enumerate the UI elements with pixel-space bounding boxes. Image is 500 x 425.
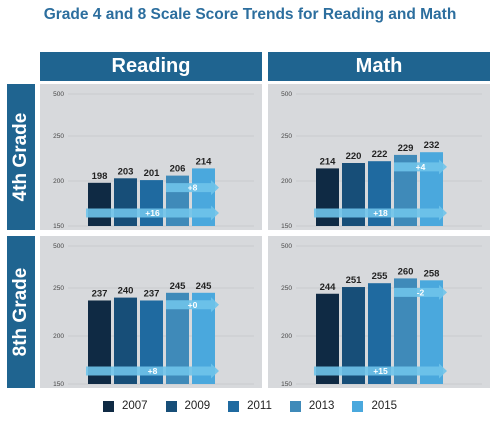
bar-8th-grade-math-2011 [368,283,391,384]
y-tick-label-4th-grade-math: 200 [281,178,292,185]
change-arrow-long-4th-grade-reading [86,205,219,221]
change-arrow-long-4th-grade-math [314,205,447,221]
change-arrow-long-4th-grade-math-label: +18 [373,208,388,218]
bar-4th-grade-reading-2011 [140,180,163,226]
y-tick-label-4th-grade-reading: 500 [53,91,64,98]
data-label-8th-grade-reading-2015: 245 [196,281,213,292]
bar-4th-grade-math-2013 [394,154,417,226]
bar-8th-grade-math-2007 [316,293,339,384]
bar-8th-grade-math-2015 [420,280,443,384]
data-label-4th-grade-math-2007: 214 [320,156,337,167]
data-label-8th-grade-math-2015: 258 [424,268,440,279]
change-arrow-long-8th-grade-math [314,363,447,379]
legend-item-2009: 2009 [165,400,211,412]
data-label-4th-grade-reading-2011: 201 [144,168,161,179]
bar-4th-grade-reading-2007 [88,182,111,226]
data-label-8th-grade-math-2009: 251 [346,275,363,286]
legend-item-2013: 2013 [289,400,335,412]
legend-label-2007: 2007 [121,400,148,412]
legend-swatch-2009 [165,400,177,412]
y-tick-label-8th-grade-reading: 250 [53,285,64,292]
y-tick-label-8th-grade-reading: 500 [53,243,64,250]
change-arrow-long-8th-grade-reading-label: +8 [148,366,158,376]
data-label-8th-grade-math-2011: 255 [372,271,389,282]
data-label-4th-grade-reading-2013: 206 [170,164,186,175]
change-arrow-long-8th-grade-math-label: +15 [373,366,388,376]
row-header-4th-grade: 4th Grade [7,84,35,230]
column-header-math: Math [268,52,490,81]
bar-8th-grade-math-2013 [394,278,417,384]
data-label-4th-grade-reading-2009: 203 [118,166,134,177]
y-tick-label-8th-grade-math: 200 [281,333,292,340]
change-arrow-long-8th-grade-reading [86,363,219,379]
data-label-8th-grade-math-2007: 244 [320,282,337,293]
data-label-4th-grade-math-2009: 220 [346,151,362,162]
bar-8th-grade-math-2009 [342,287,365,384]
change-arrow-short-8th-grade-reading-label: +0 [188,300,198,310]
data-label-8th-grade-reading-2007: 237 [92,288,108,299]
bar-8th-grade-reading-2007 [88,300,111,384]
change-arrow-short-8th-grade-math-label: -2 [417,287,425,297]
y-tick-label-4th-grade-math: 500 [281,91,292,98]
change-arrow-short-4th-grade-reading [166,180,219,196]
data-label-4th-grade-math-2011: 222 [372,149,388,160]
data-label-8th-grade-reading-2009: 240 [118,286,134,297]
row-header-8th-grade: 8th Grade [7,236,35,388]
legend-label-2011: 2011 [247,400,272,412]
data-label-4th-grade-reading-2015: 214 [196,156,213,167]
y-tick-label-4th-grade-math: 150 [281,223,292,230]
column-header-reading: Reading [40,52,262,81]
y-tick-label-8th-grade-math: 250 [281,285,292,292]
legend-swatch-2011 [228,400,240,412]
y-tick-label-4th-grade-reading: 200 [53,178,64,185]
change-arrow-short-4th-grade-math-label: +4 [416,162,426,172]
y-tick-label-8th-grade-reading: 200 [53,333,64,340]
change-arrow-short-4th-grade-reading-label: +8 [188,183,198,193]
legend-item-2007: 2007 [102,400,148,412]
y-tick-label-4th-grade-reading: 150 [53,223,64,230]
bar-8th-grade-reading-2011 [140,300,163,384]
data-label-8th-grade-math-2013: 260 [398,266,414,277]
legend-item-2015: 2015 [352,400,397,412]
bar-8th-grade-reading-2015 [192,292,215,384]
change-arrow-short-8th-grade-reading [166,297,219,313]
y-tick-label-4th-grade-reading: 250 [53,133,64,140]
y-tick-label-8th-grade-math: 150 [281,381,292,388]
legend-label-2013: 2013 [308,400,335,412]
bar-8th-grade-reading-2009 [114,297,137,384]
legend-item-2011: 2011 [228,400,272,412]
chart-title: Grade 4 and 8 Scale Score Trends for Rea… [43,6,457,23]
change-arrow-short-4th-grade-math [394,159,447,175]
legend-swatch-2015 [352,400,364,412]
change-arrow-short-8th-grade-math [394,284,447,300]
data-label-8th-grade-reading-2013: 245 [170,281,187,292]
y-tick-label-8th-grade-reading: 150 [53,381,64,388]
data-label-4th-grade-math-2015: 232 [424,140,440,151]
legend-swatch-2007 [102,400,114,412]
y-tick-label-8th-grade-math: 500 [281,243,292,250]
data-label-4th-grade-reading-2007: 198 [92,171,108,182]
legend-label-2015: 2015 [371,400,398,412]
y-tick-label-4th-grade-math: 250 [281,133,292,140]
legend: 2007 2009 2011 2013 2015 [0,400,500,412]
data-label-4th-grade-math-2013: 229 [398,143,414,154]
bar-8th-grade-reading-2013 [166,292,189,384]
data-label-8th-grade-reading-2011: 237 [144,288,160,299]
legend-label-2009: 2009 [184,400,211,412]
legend-swatch-2013 [289,400,301,412]
bar-4th-grade-reading-2009 [114,178,137,226]
change-arrow-long-4th-grade-reading-label: +16 [145,208,160,218]
